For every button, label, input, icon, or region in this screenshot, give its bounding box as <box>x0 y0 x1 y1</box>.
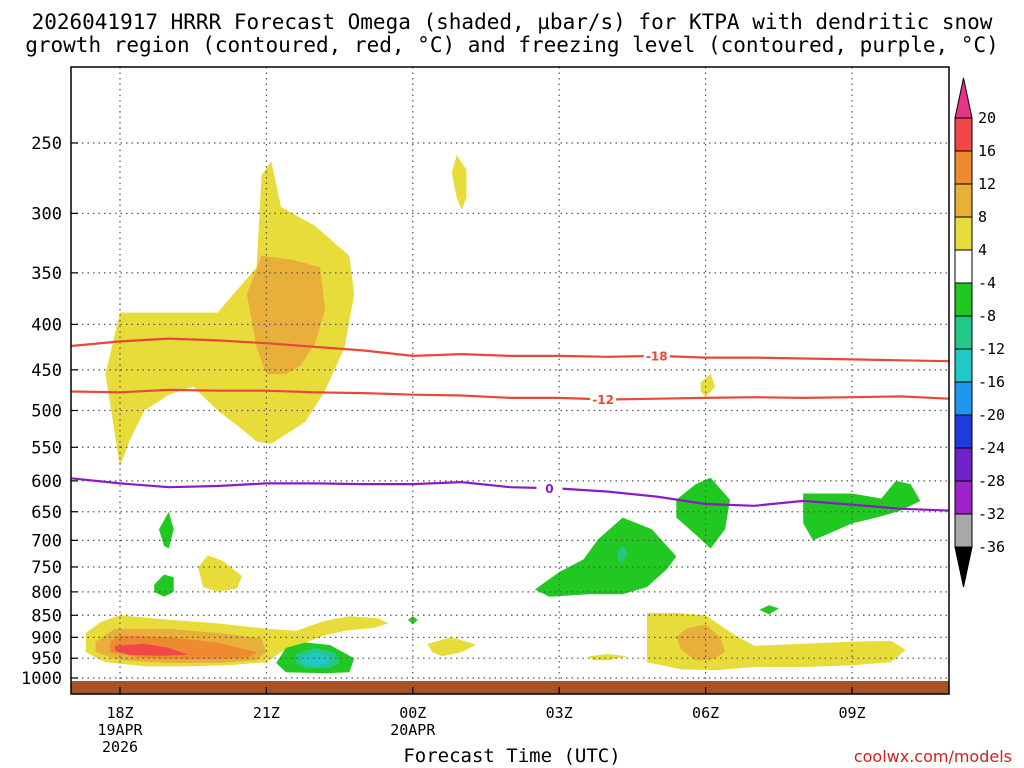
colorbar-bin-2 <box>954 150 973 185</box>
y-tick-label-550: 550 <box>31 438 62 458</box>
y-tick-label-300: 300 <box>31 204 62 224</box>
contour-label-0: -18 <box>646 349 668 363</box>
colorbar-bin-11 <box>954 447 973 482</box>
y-tick-label-750: 750 <box>31 558 62 578</box>
contour-line-1 <box>71 388 949 401</box>
omega-region-18 <box>407 616 418 625</box>
colorbar-bin-3 <box>954 183 973 218</box>
omega-region-23 <box>759 605 779 615</box>
colorbar-label-4: 4 <box>978 241 987 259</box>
omega-shading-layer <box>85 155 921 674</box>
contour-label-2: 0 <box>545 482 553 496</box>
colorbar-label-1: 16 <box>978 142 996 160</box>
y-tick-label-250: 250 <box>31 134 62 154</box>
contour-label-bg-2 <box>536 481 563 496</box>
omega-region-4 <box>198 555 242 592</box>
x-tick-label-6-1: 20APR <box>390 721 436 739</box>
x-tick-label-0-2: 2026 <box>102 738 138 756</box>
colorbar-label-7: -12 <box>978 340 1005 358</box>
colorbar-label-0: 20 <box>978 109 996 127</box>
contour-label-bg-1 <box>590 392 617 407</box>
omega-region-22 <box>803 480 921 541</box>
x-tick-label-15-0: 09Z <box>838 704 865 722</box>
plot-frame <box>70 66 950 695</box>
y-tick-label-400: 400 <box>31 315 62 335</box>
omega-region-20 <box>617 545 628 565</box>
colorbar-bin-4 <box>954 216 973 251</box>
colorbar-label-8: -16 <box>978 373 1005 391</box>
x-tick-label-12-0: 06Z <box>692 704 719 722</box>
x-tick-label-3-0: 21Z <box>253 704 280 722</box>
credit-link[interactable]: coolwx.com/models <box>853 747 1012 766</box>
x-axis-label: Forecast Time (UTC) <box>403 745 621 767</box>
colorbar-bin-7 <box>954 315 973 350</box>
grid-layer <box>71 67 949 681</box>
colorbar-label-9: -20 <box>978 406 1005 424</box>
omega-colorbar: 20 16 12 8 4 -4 -8 -12 -16 -20 -24 -28 -32 -36 <box>954 77 1005 588</box>
colorbar-bin-1 <box>954 117 973 152</box>
y-tick-label-850: 850 <box>31 606 62 626</box>
colorbar-bin-5 <box>954 249 973 284</box>
omega-region-10 <box>588 654 628 661</box>
colorbar-label-11: -28 <box>978 472 1005 490</box>
omega-region-15 <box>300 652 330 667</box>
colorbar-bin-12 <box>954 480 973 515</box>
x-tick-label-9-0: 03Z <box>546 704 573 722</box>
x-tick-label-0-0: 18Z <box>106 704 133 722</box>
y-tick-label-600: 600 <box>31 472 62 492</box>
colorbar-top-arrow <box>954 77 973 119</box>
colorbar-label-10: -24 <box>978 439 1005 457</box>
colorbar-bin-6 <box>954 282 973 317</box>
colorbar-label-5: -4 <box>978 274 996 292</box>
colorbar-bin-10 <box>954 414 973 449</box>
y-tick-label-900: 900 <box>31 628 62 648</box>
omega-region-3 <box>700 374 716 398</box>
colorbar-bottom-arrow <box>954 546 973 588</box>
colorbar-label-2: 12 <box>978 175 996 193</box>
contour-line-2 <box>71 477 949 512</box>
colorbar-bin-13 <box>954 513 973 548</box>
contour-line-0 <box>71 337 949 363</box>
omega-region-9 <box>427 637 477 657</box>
y-tick-label-950: 950 <box>31 649 62 669</box>
chart-title-line2: growth region (contoured, red, °C) and f… <box>25 33 999 57</box>
omega-region-2 <box>451 155 467 210</box>
contour-layer: -18 -12 0 <box>71 337 949 512</box>
y-tick-label-700: 700 <box>31 531 62 551</box>
omega-region-21 <box>676 477 730 549</box>
omega-region-1 <box>246 255 325 375</box>
contour-label-bg-0 <box>643 348 670 363</box>
y-tick-label-500: 500 <box>31 402 62 422</box>
y-tick-label-650: 650 <box>31 503 62 523</box>
omega-region-8 <box>115 643 189 656</box>
contour-label-1: -12 <box>592 393 614 407</box>
omega-region-16 <box>159 511 174 549</box>
omega-region-12 <box>676 624 726 661</box>
colorbar-bin-8 <box>954 348 973 383</box>
colorbar-label-12: -32 <box>978 505 1005 523</box>
colorbar-label-6: -8 <box>978 307 996 325</box>
y-tick-label-350: 350 <box>31 264 62 284</box>
colorbar-label-13: -36 <box>978 538 1005 556</box>
pressure-axis: 2503003504004505005506006507007508008509… <box>21 134 78 689</box>
y-tick-label-800: 800 <box>31 583 62 603</box>
x-tick-label-0-1: 19APR <box>97 721 143 739</box>
x-tick-label-6-0: 00Z <box>399 704 426 722</box>
y-tick-label-1000: 1000 <box>21 669 62 689</box>
chart-title-line1: 2026041917 HRRR Forecast Omega (shaded, … <box>31 10 993 34</box>
ground-surface <box>71 681 949 694</box>
colorbar-label-3: 8 <box>978 208 987 226</box>
y-tick-label-450: 450 <box>31 361 62 381</box>
colorbar-bin-9 <box>954 381 973 416</box>
omega-region-17 <box>154 574 174 597</box>
omega-region-19 <box>534 517 677 597</box>
